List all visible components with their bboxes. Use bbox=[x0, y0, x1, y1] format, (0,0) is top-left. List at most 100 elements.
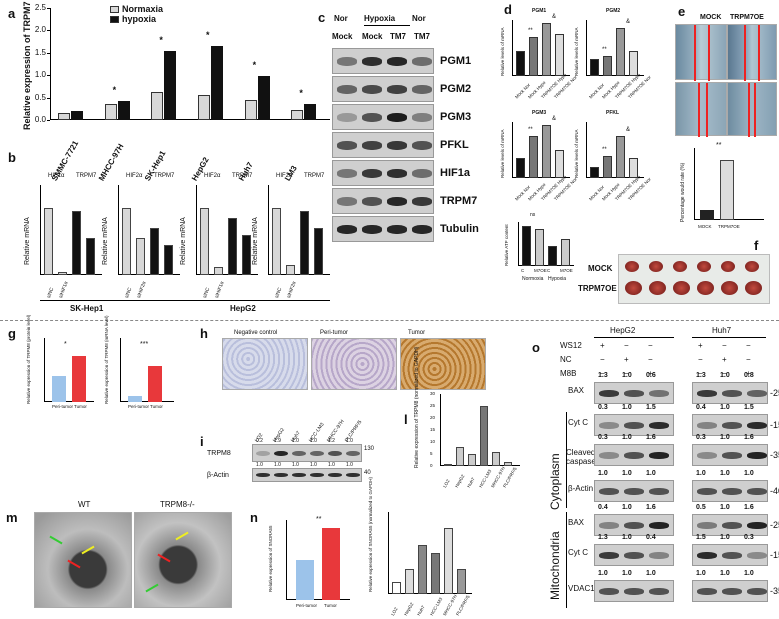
d-bar bbox=[590, 166, 599, 178]
o-band bbox=[599, 452, 619, 459]
o-sign: + bbox=[722, 355, 727, 364]
wound-edge-line bbox=[708, 25, 710, 81]
b-axes bbox=[40, 185, 102, 275]
b-bar bbox=[86, 237, 95, 275]
d-atp-axes bbox=[518, 222, 574, 266]
n2-xtick: LO2 bbox=[390, 606, 399, 617]
o-val: 1.3 bbox=[598, 534, 608, 541]
c-band bbox=[337, 85, 357, 94]
tem-ko bbox=[134, 512, 232, 608]
c-protein-4: HIF1a bbox=[440, 167, 470, 179]
a-ytick-mark bbox=[47, 97, 50, 99]
panel-d-label: d bbox=[504, 2, 512, 17]
b-bar bbox=[228, 217, 237, 275]
g-sig-1: * bbox=[64, 341, 67, 348]
d-atp-bar bbox=[548, 246, 557, 266]
c-band bbox=[337, 169, 357, 178]
n-bar-peri bbox=[296, 560, 314, 600]
o-band bbox=[697, 552, 717, 559]
o-sign: − bbox=[722, 369, 727, 378]
b-legend-2: TRPM7 bbox=[232, 173, 253, 179]
o-val: 1.6 bbox=[744, 504, 754, 511]
d-sig: ** bbox=[602, 146, 607, 153]
a-sig: * bbox=[299, 88, 303, 99]
wound-trpm7oe-0h bbox=[727, 24, 777, 81]
o-blot-name: BAX bbox=[568, 518, 585, 527]
ihc-tumor bbox=[400, 338, 486, 390]
o-val: 1.0 bbox=[598, 570, 608, 577]
d-bar bbox=[542, 22, 551, 76]
o-sign: − bbox=[746, 355, 751, 364]
o-hepg2-line bbox=[594, 337, 674, 338]
legend-hypoxia: hypoxia bbox=[122, 14, 157, 24]
c-band bbox=[387, 57, 407, 66]
b-bar bbox=[122, 207, 131, 275]
o-band bbox=[599, 390, 619, 397]
c-lane-0: Mock bbox=[332, 32, 353, 41]
o-val: 1.0 bbox=[720, 470, 730, 477]
o-val: 1.5 bbox=[646, 404, 656, 411]
o-val: 1.0 bbox=[696, 570, 706, 577]
n2-bar bbox=[444, 528, 453, 594]
g-bar-peri-2 bbox=[128, 396, 142, 402]
b-bar bbox=[300, 210, 309, 275]
o-band bbox=[599, 588, 619, 595]
wound-x-mock: MOCK bbox=[698, 224, 712, 229]
d-axes bbox=[586, 122, 644, 178]
mito-arrow-yellow bbox=[81, 545, 95, 555]
n2-xtick: PLC/PRF/5 bbox=[455, 594, 471, 617]
b-xtick: siNC bbox=[274, 286, 284, 300]
b-legend-2: TRPM7 bbox=[304, 173, 325, 179]
d-sig: & bbox=[626, 19, 631, 26]
i-val2: 1.0 bbox=[292, 462, 299, 468]
g-bar-tumor-2 bbox=[148, 366, 162, 402]
i-protein-actin: β-Actin bbox=[207, 472, 229, 479]
tumor-photo bbox=[618, 254, 770, 304]
o-fraction-cytoplasm: Cytoplasm bbox=[548, 453, 562, 510]
o-blot-huh7 bbox=[692, 414, 768, 436]
o-val: 1.0 bbox=[622, 470, 632, 477]
a-bar-hypoxia bbox=[211, 46, 223, 120]
c-band bbox=[387, 169, 407, 178]
n-axes-2 bbox=[388, 512, 472, 594]
section-separator bbox=[0, 320, 779, 321]
g-ylabel-1: Relative expression of TRPM8 (protein le… bbox=[26, 314, 31, 404]
b-ylabel: Relative mRNA bbox=[102, 217, 109, 265]
d-axes bbox=[512, 20, 570, 76]
b-legend-1: HIF1α bbox=[48, 173, 65, 179]
a-sig: * bbox=[252, 60, 257, 71]
n-sig: ** bbox=[316, 516, 322, 523]
a-ytick: 1.0 bbox=[34, 70, 46, 80]
n-ylabel-2: Relative expression of SNORA55 (normaliz… bbox=[368, 476, 373, 592]
b-bar bbox=[286, 264, 295, 275]
o-sign: − bbox=[648, 341, 653, 350]
o-band bbox=[747, 588, 767, 595]
panel-m-label: m bbox=[6, 510, 18, 525]
d-sig: ** bbox=[528, 27, 533, 34]
o-band bbox=[599, 422, 619, 429]
c-blot-hif1a bbox=[332, 160, 434, 186]
g-x-tumor: Tumor bbox=[74, 404, 87, 409]
c-lane-2: TM7 bbox=[390, 32, 406, 41]
ihc-peri-tumor bbox=[311, 338, 397, 390]
n-bar-tumor bbox=[322, 528, 340, 600]
wound-edge-line bbox=[744, 25, 746, 81]
i-blot-actin bbox=[252, 468, 362, 482]
o-blot-name: Cyt C bbox=[568, 548, 588, 557]
o-val: 1.0 bbox=[720, 570, 730, 577]
a-bar-normoxia bbox=[104, 104, 117, 120]
d-bar bbox=[616, 28, 625, 76]
d-bar bbox=[603, 56, 612, 76]
a-ytick-mark bbox=[47, 30, 50, 32]
o-sign: + bbox=[746, 369, 751, 378]
n2-bar bbox=[392, 581, 401, 594]
o-band bbox=[697, 452, 717, 459]
d-atp-x: C bbox=[521, 268, 525, 273]
i-band bbox=[256, 473, 270, 478]
i-band bbox=[346, 473, 360, 478]
o-mw: -25 bbox=[770, 388, 779, 398]
g-x-peri: Peri-tumor bbox=[52, 404, 74, 409]
b-bar bbox=[150, 227, 159, 275]
c-lane-1: Mock bbox=[362, 32, 383, 41]
n2-bar bbox=[405, 569, 414, 594]
